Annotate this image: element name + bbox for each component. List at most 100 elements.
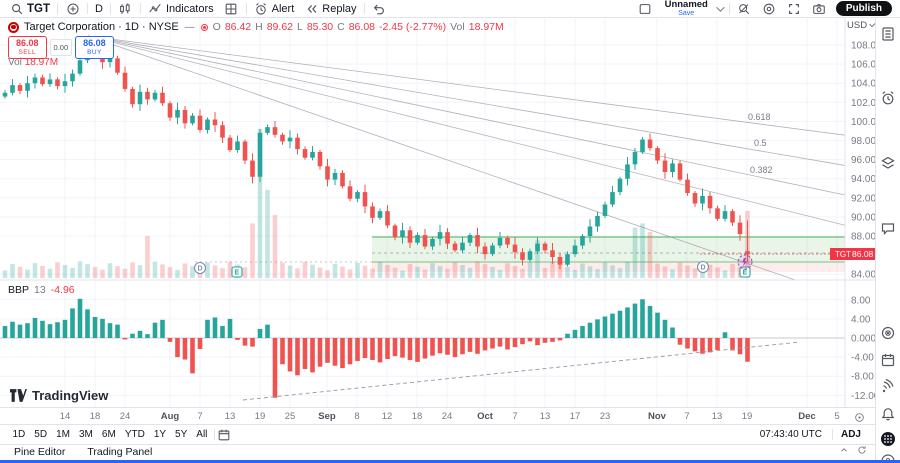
time-label[interactable]: 18 [411, 411, 423, 422]
sell-button[interactable]: 86.08 SELL [8, 36, 47, 59]
candle [707, 195, 713, 209]
time-label[interactable]: 24 [119, 411, 131, 422]
range-6m[interactable]: 6M [101, 429, 116, 440]
event-badge-e[interactable] [231, 266, 243, 278]
time-label[interactable]: Dec [798, 411, 816, 422]
time-label[interactable]: 14 [59, 411, 71, 422]
apps-icon[interactable] [880, 431, 896, 447]
screenshot-button[interactable] [807, 1, 832, 17]
bell-icon[interactable] [880, 406, 896, 422]
buy-button[interactable]: 86.08 BUY [75, 36, 114, 59]
axis-settings-icon[interactable] [854, 410, 865, 428]
indicators-button[interactable]: Indicators [143, 1, 219, 17]
time-label[interactable]: Aug [160, 411, 180, 422]
candle [445, 232, 450, 244]
publish-button[interactable]: Publish [835, 1, 892, 16]
calendar-icon[interactable] [880, 352, 896, 368]
restore-icon[interactable] [857, 445, 867, 455]
chat-icon[interactable] [880, 220, 896, 236]
stop-zone-band[interactable] [372, 262, 845, 272]
time-label[interactable]: 19 [254, 411, 266, 422]
tab-pine-editor[interactable]: Pine Editor [14, 446, 66, 458]
volume-bar [610, 265, 615, 278]
time-label[interactable]: 8 [354, 411, 360, 422]
time-label[interactable]: 5 [834, 411, 840, 422]
tab-trading-panel[interactable]: Trading Panel [87, 446, 153, 458]
time-label[interactable]: 18 [89, 411, 101, 422]
event-badge-d[interactable] [193, 261, 207, 275]
volume-bar [250, 223, 255, 278]
event-badge-e[interactable] [739, 266, 751, 278]
time-label[interactable]: 12 [381, 411, 393, 422]
time-label[interactable]: 7 [197, 411, 203, 422]
time-axis[interactable]: 14 18 24 Aug 7 13 19 25 Sep 8 12 18 24 Oct 7 13 17 23 Nov 7… [0, 407, 875, 425]
event-badge-d[interactable] [696, 260, 710, 274]
time-label[interactable]: Sep [318, 411, 336, 422]
market-status-icon[interactable] [200, 23, 208, 31]
snapshot-target-button[interactable] [757, 1, 782, 17]
time-label[interactable]: 7 [512, 411, 518, 422]
clock-label[interactable]: 07:43:40 UTC [759, 429, 822, 440]
time-label[interactable]: 7 [684, 411, 690, 422]
bbp-bar [400, 338, 405, 358]
time-label[interactable]: 23 [599, 411, 611, 422]
time-label[interactable]: 17 [569, 411, 581, 422]
broadcast-icon[interactable] [880, 378, 896, 395]
candle [227, 137, 233, 151]
range-5d[interactable]: 5D [34, 429, 48, 440]
bbp-legend[interactable]: BBP 13 -4.96 [8, 284, 75, 296]
time-label[interactable]: 19 [741, 411, 753, 422]
range-5y[interactable]: 5Y [175, 429, 188, 440]
range-3m[interactable]: 3M [79, 429, 93, 440]
layers-icon[interactable] [880, 155, 896, 171]
time-label[interactable]: 13 [711, 411, 723, 422]
long-zone-band[interactable] [372, 237, 845, 262]
alert-clock-icon[interactable] [880, 90, 896, 106]
compare-button[interactable] [60, 1, 85, 17]
bbp-bar [422, 338, 428, 359]
fan-line[interactable] [87, 35, 846, 136]
calendar-range-icon[interactable] [217, 427, 232, 442]
watchlist-icon[interactable] [880, 26, 896, 42]
volume-bar [32, 263, 38, 278]
interval-button[interactable]: D [90, 1, 108, 17]
fan-line[interactable] [87, 35, 796, 281]
time-label[interactable]: Oct [477, 411, 493, 422]
alert-button[interactable]: Alert [249, 1, 300, 17]
range-1y[interactable]: 1Y [153, 429, 167, 440]
candle [137, 91, 143, 105]
adj-toggle[interactable]: ADJ [840, 429, 861, 440]
fan-line[interactable] [87, 35, 846, 166]
layout-grid-button[interactable] [219, 1, 244, 17]
fan-line[interactable] [87, 35, 846, 226]
volume-legend[interactable]: Vol 18.97M [8, 57, 59, 68]
undo-button[interactable] [367, 1, 392, 17]
time-label[interactable]: Nov [648, 411, 666, 422]
range-1m[interactable]: 1M [56, 429, 70, 440]
time-label[interactable]: 13 [224, 411, 236, 422]
price-axis-currency[interactable]: USD [847, 20, 876, 31]
range-1d[interactable]: 1D [12, 429, 26, 440]
chart-type-button[interactable] [113, 1, 138, 17]
time-label[interactable]: 13 [539, 411, 551, 422]
bbp-bar [677, 338, 683, 345]
fullscreen-button[interactable] [782, 1, 807, 17]
range-ytd[interactable]: YTD [124, 429, 145, 440]
chevron-up-icon[interactable] [839, 445, 849, 455]
range-all[interactable]: All [196, 429, 208, 440]
volume-bar [625, 261, 630, 278]
candle [332, 172, 338, 180]
layout-name-button[interactable]: Unnamed Save [658, 0, 727, 17]
symbol-legend[interactable]: Target Corporation · 1D · NYSE — O 86.42 … [8, 21, 504, 33]
minus-icon[interactable]: — [184, 21, 195, 33]
fan-line[interactable] [87, 35, 846, 196]
replay-button[interactable]: Replay [299, 1, 361, 17]
bullseye-icon[interactable] [880, 325, 896, 341]
symbol-search-button[interactable]: TGT [4, 1, 55, 17]
quick-search-button[interactable] [732, 1, 757, 17]
layout-select-button[interactable] [633, 1, 658, 17]
time-label[interactable]: 24 [441, 411, 453, 422]
time-label[interactable]: 25 [284, 411, 296, 422]
bbp-trendline[interactable] [242, 341, 801, 401]
